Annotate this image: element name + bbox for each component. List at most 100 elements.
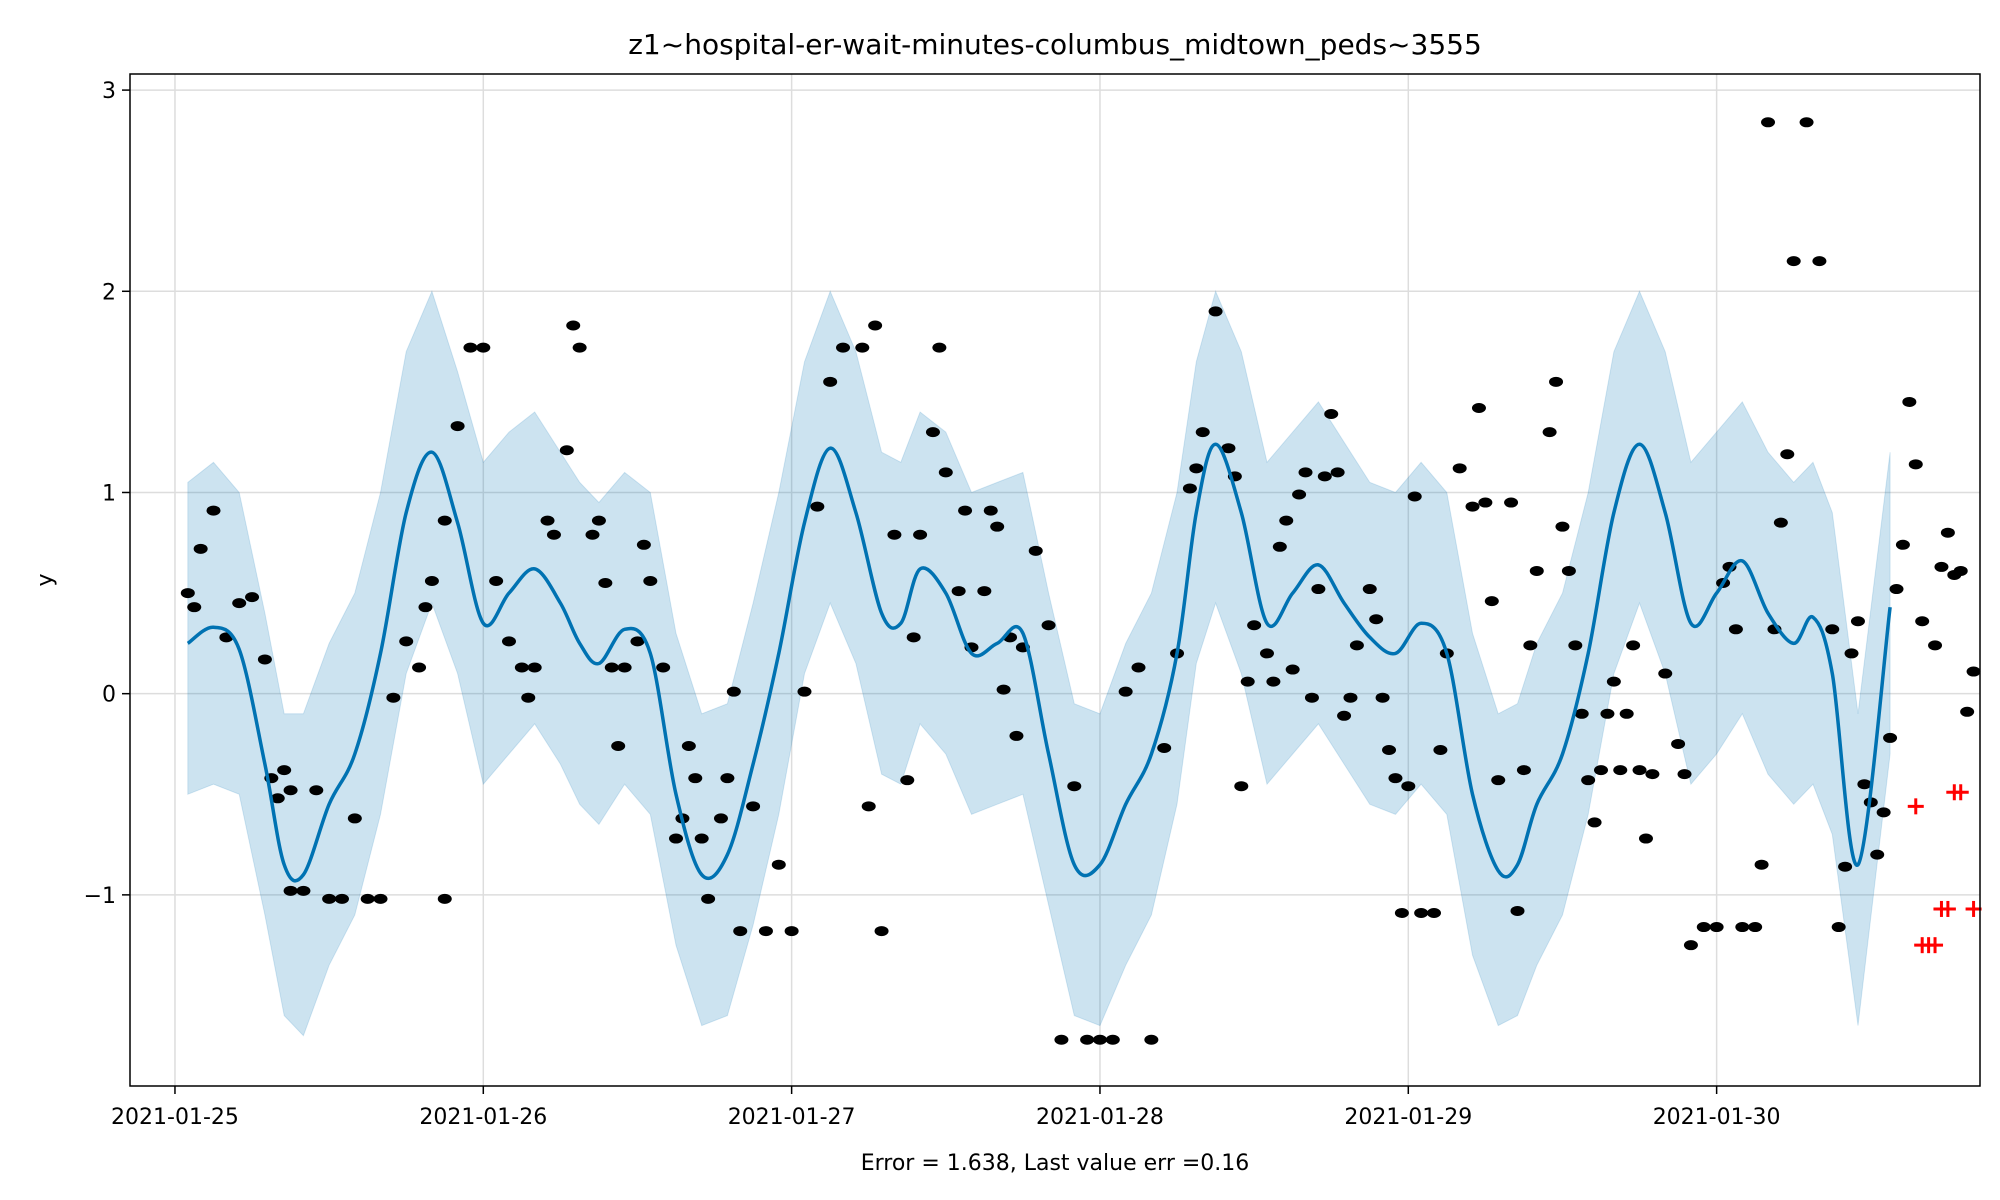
observed-point bbox=[1388, 773, 1403, 784]
observed-point bbox=[1465, 501, 1480, 512]
observed-point bbox=[450, 421, 465, 432]
observed-point bbox=[1118, 686, 1133, 697]
y-tick-label: 2 bbox=[102, 280, 116, 305]
observed-point bbox=[1709, 922, 1724, 933]
observed-point bbox=[1883, 732, 1898, 743]
observed-point bbox=[437, 893, 452, 904]
observed-point bbox=[1028, 545, 1043, 556]
observed-point bbox=[1606, 676, 1621, 687]
observed-point bbox=[938, 467, 953, 478]
x-tick-label: 2021-01-25 bbox=[111, 1105, 239, 1130]
observed-point bbox=[868, 320, 883, 331]
observed-point bbox=[887, 529, 902, 540]
observed-point bbox=[1516, 765, 1531, 776]
observed-point bbox=[1960, 706, 1975, 717]
observed-point bbox=[1799, 117, 1814, 128]
observed-point bbox=[1009, 730, 1024, 741]
observed-point bbox=[1850, 616, 1865, 627]
observed-point bbox=[1369, 614, 1384, 625]
observed-point bbox=[1054, 1034, 1069, 1045]
observed-point bbox=[257, 654, 272, 665]
observed-point bbox=[720, 773, 735, 784]
observed-point bbox=[1311, 584, 1326, 595]
observed-point bbox=[1677, 769, 1692, 780]
observed-point bbox=[1401, 781, 1416, 792]
observed-point bbox=[611, 740, 626, 751]
observed-point bbox=[1587, 817, 1602, 828]
observed-point bbox=[1337, 710, 1352, 721]
observed-point bbox=[270, 793, 285, 804]
observed-point bbox=[604, 662, 619, 673]
observed-point bbox=[1131, 662, 1146, 673]
observed-point bbox=[1928, 640, 1943, 651]
observed-point bbox=[1240, 676, 1255, 687]
observed-point bbox=[1504, 497, 1519, 508]
observed-point bbox=[309, 785, 324, 796]
y-tick-label: 1 bbox=[102, 481, 116, 506]
observed-point bbox=[1748, 922, 1763, 933]
observed-point bbox=[463, 342, 478, 353]
observed-point bbox=[1510, 905, 1525, 916]
y-tick-label: 3 bbox=[102, 79, 116, 104]
observed-point bbox=[977, 586, 992, 597]
observed-point bbox=[1594, 765, 1609, 776]
observed-point bbox=[1324, 409, 1339, 420]
observed-point bbox=[527, 662, 542, 673]
observed-point bbox=[1182, 483, 1197, 494]
observed-point bbox=[1304, 692, 1319, 703]
x-tick-label: 2021-01-26 bbox=[419, 1105, 547, 1130]
observed-point bbox=[855, 342, 870, 353]
observed-point bbox=[1626, 640, 1641, 651]
observed-point bbox=[836, 342, 851, 353]
observed-point bbox=[1812, 256, 1827, 267]
observed-point bbox=[1523, 640, 1538, 651]
observed-point bbox=[1208, 306, 1223, 317]
observed-point bbox=[1433, 745, 1448, 756]
observed-point bbox=[1452, 463, 1467, 474]
observed-point bbox=[958, 505, 973, 516]
observed-point bbox=[277, 765, 292, 776]
observed-point bbox=[1317, 471, 1332, 482]
observed-point bbox=[1870, 849, 1885, 860]
observed-point bbox=[1382, 745, 1397, 756]
observed-point bbox=[521, 692, 536, 703]
observed-point bbox=[617, 662, 632, 673]
observed-point bbox=[784, 926, 799, 937]
observed-point bbox=[797, 686, 812, 697]
observed-point bbox=[546, 529, 561, 540]
observed-point bbox=[990, 521, 1005, 532]
y-tick-label: −1 bbox=[84, 884, 116, 909]
observed-point bbox=[1549, 376, 1564, 387]
observed-point bbox=[1195, 427, 1210, 438]
observed-point bbox=[1484, 596, 1499, 607]
observed-point bbox=[1581, 775, 1596, 786]
observed-point bbox=[1285, 664, 1300, 675]
observed-point bbox=[1671, 738, 1686, 749]
observed-point bbox=[1600, 708, 1615, 719]
observed-point bbox=[1272, 541, 1287, 552]
observed-point bbox=[1876, 807, 1891, 818]
observed-point bbox=[1953, 565, 1968, 576]
observed-point bbox=[1683, 940, 1698, 951]
observed-point bbox=[437, 515, 452, 526]
observed-point bbox=[1857, 779, 1872, 790]
observed-point bbox=[1728, 624, 1743, 635]
observed-point bbox=[1780, 449, 1795, 460]
observed-point bbox=[1561, 565, 1576, 576]
observed-point bbox=[514, 662, 529, 673]
observed-point bbox=[810, 501, 825, 512]
grid-lines bbox=[130, 74, 1980, 1086]
observed-point bbox=[1330, 467, 1345, 478]
observed-point bbox=[688, 773, 703, 784]
observed-point bbox=[1471, 402, 1486, 413]
y-tick-label: 0 bbox=[102, 683, 116, 708]
observed-point bbox=[1696, 922, 1711, 933]
observed-point bbox=[1266, 676, 1281, 687]
observed-point bbox=[701, 893, 716, 904]
observed-point bbox=[399, 636, 414, 647]
observed-point bbox=[746, 801, 761, 812]
forecast-line bbox=[186, 442, 1892, 883]
x-tick-label: 2021-01-27 bbox=[728, 1105, 856, 1130]
observed-point bbox=[360, 893, 375, 904]
observed-point bbox=[1908, 459, 1923, 470]
